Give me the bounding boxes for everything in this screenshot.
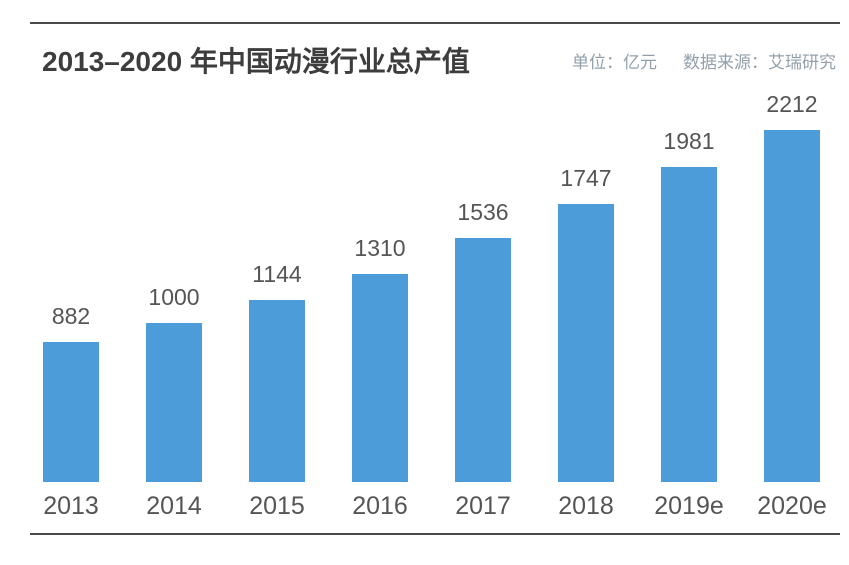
bar-value-label: 1536 [457,199,509,225]
bar-value-label: 1144 [252,261,302,287]
chart-header-meta: 单位：亿元 数据来源：艾瑞研究 [572,48,836,73]
bar-column: 1747 2018 [558,164,614,519]
x-axis-label: 2018 [558,492,614,520]
x-axis-label: 2016 [352,492,408,520]
x-axis-label: 2017 [455,492,511,520]
x-axis-label: 2019e [654,492,724,520]
bar-value-label: 1000 [148,284,200,310]
bar-value-label: 882 [51,303,91,329]
bar-column: 2212 2020e [757,90,827,519]
bar [146,323,202,482]
bar-column: 1144 2015 [249,260,305,519]
chart-columns: 882 2013 1000 2014 1144 2015 1310 2016 1536 2017 1… [30,76,840,533]
chart-card: 2013–2020 年中国动漫行业总产值 单位：亿元 数据来源：艾瑞研究 882… [30,22,840,535]
bar-column: 1310 2016 [352,234,408,519]
x-axis-label: 2014 [146,492,202,520]
chart-title: 2013–2020 年中国动漫行业总产值 [42,46,470,77]
x-axis-label: 2020e [757,492,827,520]
bar-column: 1000 2014 [146,283,202,519]
bar [455,238,511,482]
bar-column: 882 2013 [43,302,99,519]
bar [43,342,99,482]
bar-column: 1981 2019e [654,127,724,519]
bar-value-label: 2212 [766,91,818,117]
bar-value-label: 1747 [560,165,612,191]
bar-value-label: 1981 [663,128,715,154]
x-axis-label: 2015 [249,492,305,520]
bar-value-label: 1310 [354,235,406,261]
unit-label: 单位：亿元 [572,52,657,72]
bar [352,274,408,482]
bar [764,130,820,482]
bar [558,204,614,482]
chart-header: 2013–2020 年中国动漫行业总产值 单位：亿元 数据来源：艾瑞研究 [30,24,840,77]
bar [661,167,717,482]
bar-column: 1536 2017 [455,198,511,519]
data-source-label: 数据来源：艾瑞研究 [683,52,836,72]
bar [249,300,305,482]
x-axis-label: 2013 [43,492,99,520]
